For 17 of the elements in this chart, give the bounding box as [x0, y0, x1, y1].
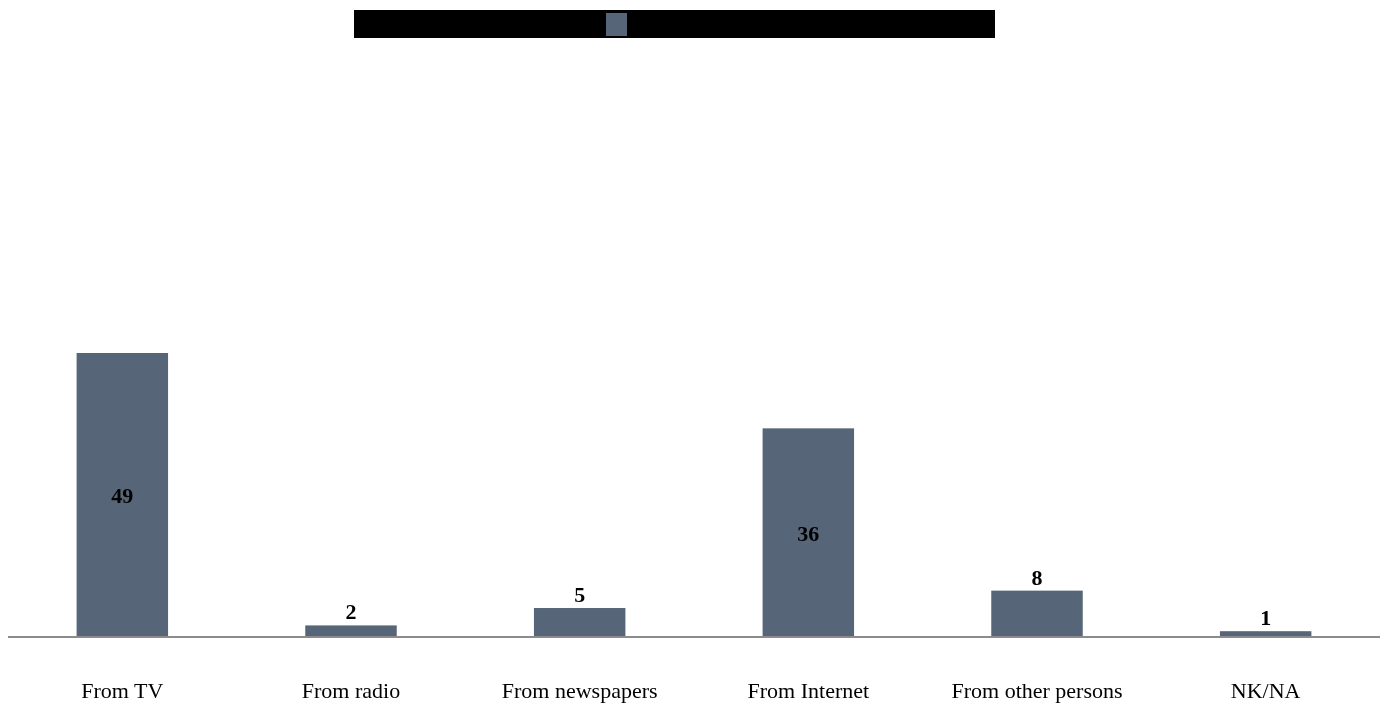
data-label: 36	[797, 520, 820, 546]
data-label: 8	[1031, 564, 1043, 590]
bar	[762, 428, 855, 637]
data-label: 1	[1260, 605, 1272, 631]
bar	[305, 625, 397, 637]
x-tick-label: From newspapers	[501, 678, 658, 703]
x-tick-label: NK/NA	[1230, 678, 1301, 703]
x-tick-label: From Internet	[747, 678, 870, 703]
data-label: 49	[111, 483, 134, 508]
bar	[533, 608, 626, 637]
x-tick-label: From radio	[301, 678, 401, 703]
x-tick-label: From other persons	[951, 678, 1123, 703]
x-tick-label: From TV	[81, 678, 164, 703]
bar	[991, 590, 1083, 637]
data-label: 5	[574, 582, 586, 608]
data-label: 2	[345, 599, 357, 625]
bar	[76, 353, 169, 637]
